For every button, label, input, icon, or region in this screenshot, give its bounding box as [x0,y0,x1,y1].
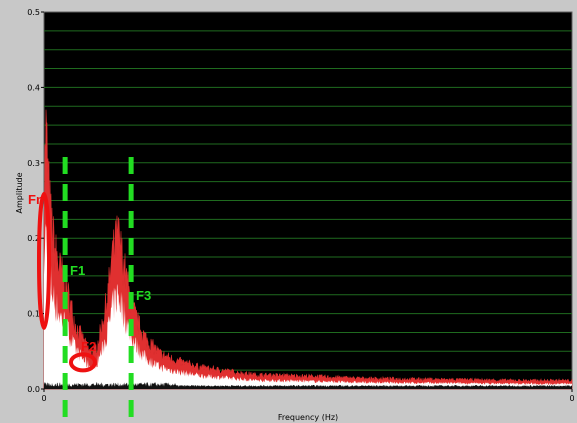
y-tick-label: 0.1 [27,310,40,319]
y-tick-label: 0.2 [27,234,40,243]
x-axis-label: Frequency (Hz) [278,413,338,422]
annotation-label: F3 [136,288,151,303]
y-tick-label: 0.4 [27,83,40,92]
y-tick-label: 0.0 [27,385,40,394]
spectrum-fill [44,223,572,389]
ellipse-marker [37,191,51,330]
x-tick-label: 0 [41,394,46,403]
y-tick-labels: 0.0 0.1 0.2 0.3 0.4 0.5 [27,8,44,394]
spectrum-floor [44,382,572,389]
annotation-labels: Fn F1 F2 F3 [28,192,151,354]
annotation-markers [37,157,134,423]
circle-marker [68,352,97,373]
y-tick-label: 0.5 [27,8,40,17]
y-tick-label: 0.3 [27,159,40,168]
annotation-label: Fn [28,192,44,207]
annotation-label: F1 [70,263,85,278]
annotation-label: F2 [81,339,96,354]
x-tick-label: 0 [569,394,574,403]
y-axis-label: Amplitude [15,172,24,213]
